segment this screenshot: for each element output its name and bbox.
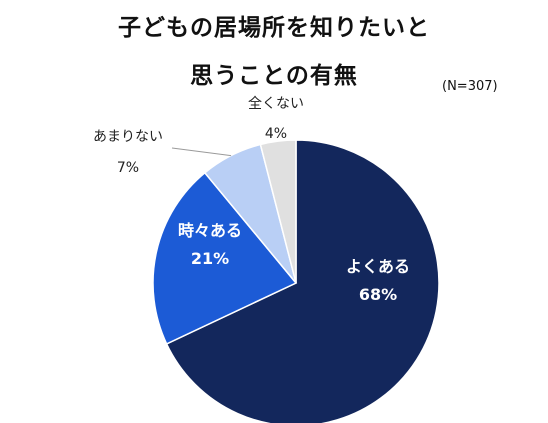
chart-title-line-2: 思うことの有無 [190, 63, 358, 89]
slice-label-2: あまりない [93, 129, 163, 145]
sample-size-note: (N=307) [442, 79, 498, 94]
pie-slice-3 [259, 139, 297, 284]
slice-value-0: 68% [359, 285, 397, 304]
pie-slice-1 [152, 171, 298, 345]
slice-label-1: 時々ある [178, 221, 242, 240]
slice-label-0: よくある [346, 257, 410, 276]
slice-value-3: 4% [265, 126, 287, 142]
slice-value-1: 21% [191, 249, 229, 268]
leader-line-2 [171, 147, 232, 157]
slice-label-3: 全くない [248, 95, 304, 112]
pie-slice-0 [165, 139, 440, 423]
slice-value-2: 7% [117, 160, 139, 176]
chart-title-line-1: 子どもの居場所を知りたいと [118, 15, 430, 41]
